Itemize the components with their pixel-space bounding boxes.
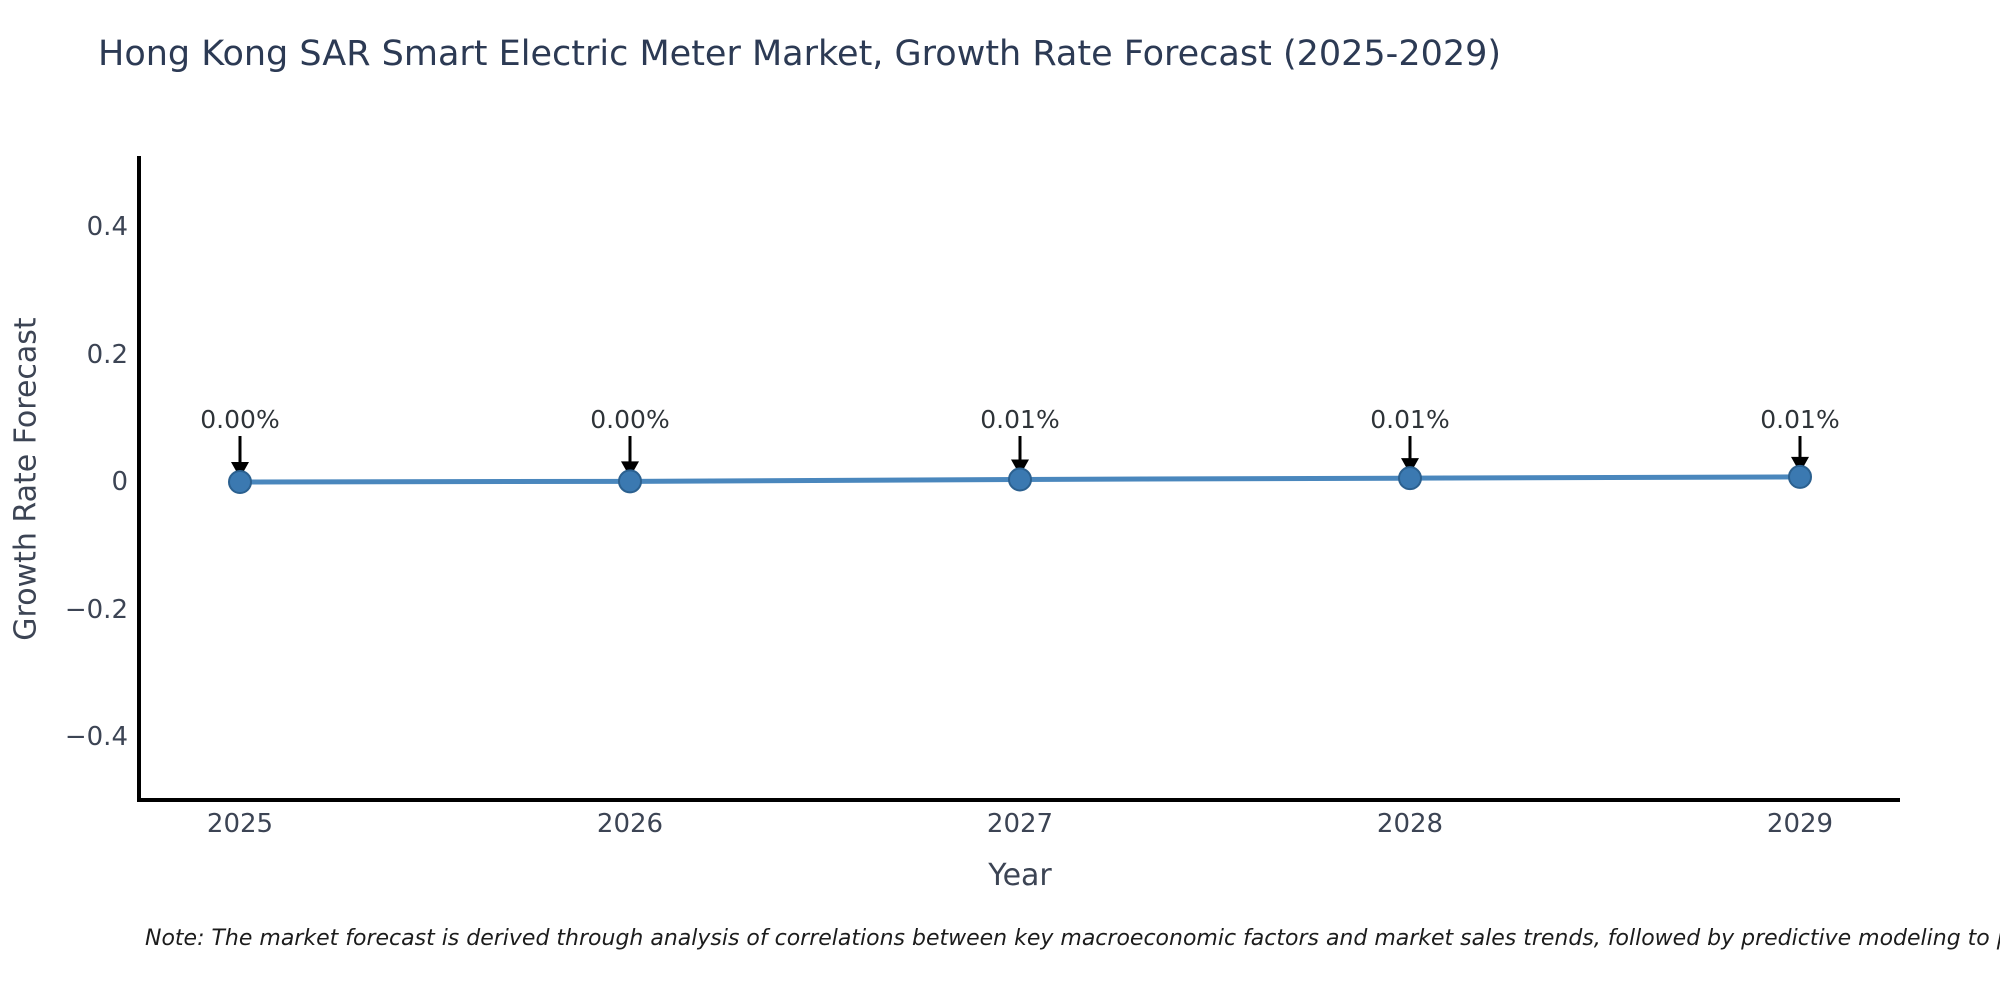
data-point-marker [1398, 466, 1422, 491]
data-point-marker [1788, 464, 1812, 489]
point-label: 0.01% [1370, 405, 1450, 434]
y-tick-label: 0.4 [86, 212, 128, 242]
point-label: 0.00% [200, 405, 280, 434]
x-tick-label: 2028 [1376, 809, 1444, 839]
y-tick-label: −0.4 [64, 722, 128, 752]
x-axis-spine [137, 798, 1900, 802]
y-tick-label: −0.2 [64, 594, 128, 625]
chart-title: Hong Kong SAR Smart Electric Meter Marke… [98, 34, 1502, 74]
data-point-marker [228, 470, 252, 494]
point-label: 0.00% [590, 405, 670, 434]
x-axis-title: Year [988, 858, 1052, 893]
footnote: Note: The market forecast is derived thr… [145, 926, 2000, 951]
point-label: 0.01% [980, 405, 1060, 434]
y-axis-title: Growth Rate Forecast [8, 317, 44, 641]
point-label: 0.01% [1760, 405, 1840, 434]
x-tick-label: 2029 [1766, 809, 1834, 839]
y-axis-spine [137, 156, 141, 802]
x-tick-label: 2025 [206, 809, 274, 839]
data-point-marker [1008, 467, 1032, 492]
data-point-marker [618, 469, 642, 494]
y-tick-label: 0 [111, 467, 128, 497]
x-tick-label: 2027 [986, 809, 1054, 839]
y-tick-label: 0.2 [86, 339, 128, 370]
x-tick-label: 2026 [596, 809, 664, 839]
